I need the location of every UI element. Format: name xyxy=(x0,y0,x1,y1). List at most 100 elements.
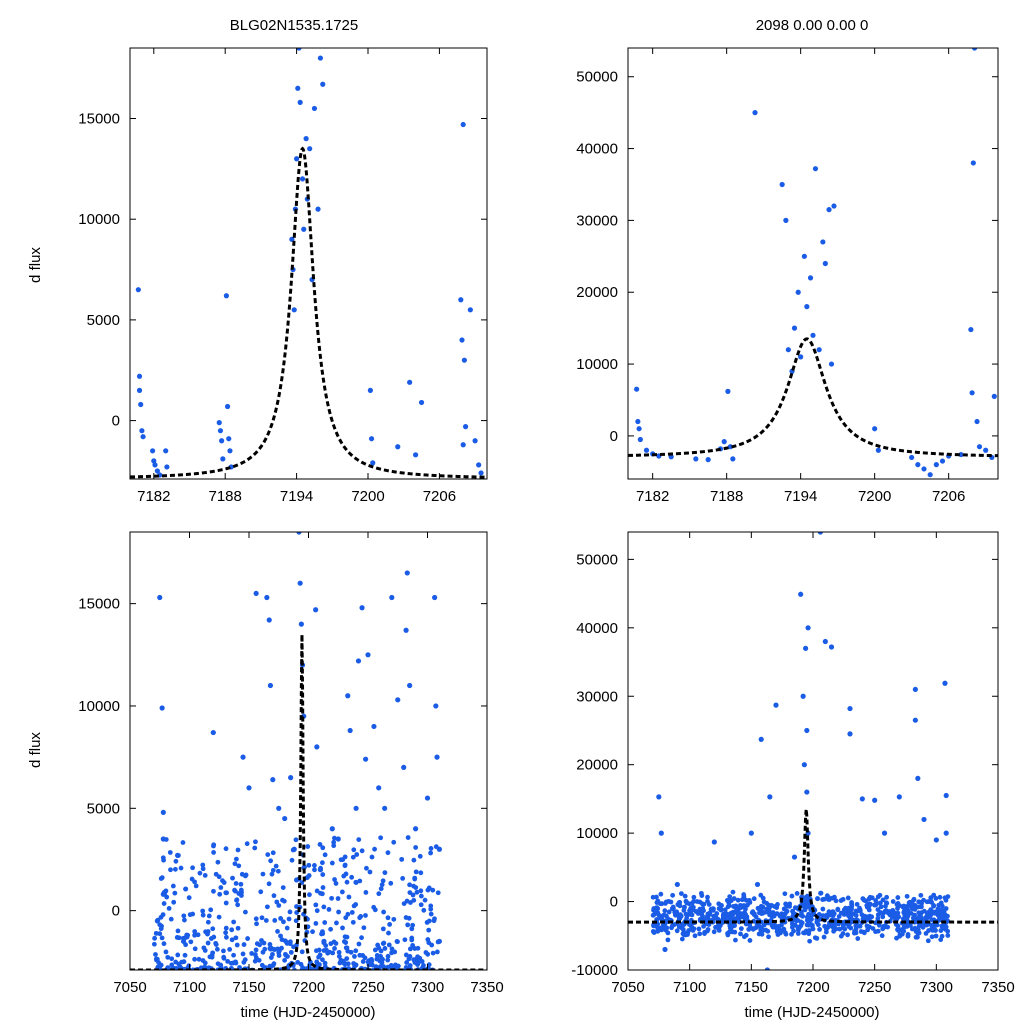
data-point xyxy=(783,217,789,223)
band-point xyxy=(690,907,696,913)
dense-point xyxy=(351,847,357,853)
dense-point xyxy=(205,940,211,946)
dense-point xyxy=(385,957,391,963)
dense-point xyxy=(241,942,247,947)
dense-point xyxy=(236,863,242,869)
band-point xyxy=(652,908,658,914)
dense-point xyxy=(405,922,411,928)
data-point xyxy=(317,867,323,873)
dense-point xyxy=(407,882,412,888)
dense-point xyxy=(167,850,173,855)
data-point xyxy=(160,836,166,842)
dense-point xyxy=(385,915,391,921)
dense-point xyxy=(317,952,323,958)
data-point xyxy=(291,846,297,852)
dense-point xyxy=(192,946,198,952)
dense-point xyxy=(238,887,244,893)
y-tick-label: 10000 xyxy=(576,825,618,842)
dense-point xyxy=(229,937,235,943)
dense-point xyxy=(282,957,288,963)
dense-point xyxy=(319,891,325,897)
y-tick-label: 30000 xyxy=(576,212,618,229)
dense-point xyxy=(413,885,419,890)
x-tick-label: 7050 xyxy=(113,979,146,996)
band-point xyxy=(789,893,795,899)
band-point xyxy=(918,899,924,905)
band-point xyxy=(774,905,780,910)
data-point xyxy=(943,830,949,836)
dense-point xyxy=(275,929,280,934)
data-point xyxy=(460,442,466,448)
band-point xyxy=(830,909,836,915)
band-point xyxy=(820,906,826,912)
data-point xyxy=(223,293,229,299)
band-point xyxy=(656,913,662,918)
band-point xyxy=(702,931,707,936)
y-tick-label: 20000 xyxy=(576,284,618,301)
y-tick-label: 40000 xyxy=(576,141,618,158)
dense-point xyxy=(363,913,368,918)
band-point xyxy=(735,897,741,903)
dense-point xyxy=(268,955,274,961)
band-point xyxy=(842,910,848,915)
dense-point xyxy=(224,890,229,896)
dense-point xyxy=(421,907,427,913)
dense-point xyxy=(192,929,198,934)
dense-point xyxy=(312,863,317,868)
band-point xyxy=(884,894,890,900)
dense-point xyxy=(378,835,384,841)
dense-point xyxy=(286,916,292,922)
band-point xyxy=(931,903,937,909)
dense-point xyxy=(332,877,337,882)
y-tick-label: 5000 xyxy=(87,312,120,329)
dense-point xyxy=(323,943,329,948)
band-point xyxy=(854,901,860,907)
dense-point xyxy=(346,966,352,970)
panel-bl: 7050 7100 7150 7200 7250 7300 7350 0 5000 10000 15… xyxy=(78,531,504,996)
dense-point xyxy=(350,919,356,925)
data-point xyxy=(754,881,761,888)
band-point xyxy=(942,895,948,901)
data-point xyxy=(831,203,837,209)
band-point xyxy=(751,896,757,902)
dense-point xyxy=(419,959,425,964)
dense-point xyxy=(345,911,351,917)
dense-point xyxy=(380,926,386,932)
dense-point xyxy=(231,952,236,958)
dense-point xyxy=(275,868,281,874)
dense-point xyxy=(329,860,335,866)
band-point xyxy=(929,934,935,940)
y-tick-label: 50000 xyxy=(576,551,618,568)
dense-point xyxy=(285,954,290,959)
data-point xyxy=(822,260,828,267)
band-point xyxy=(743,932,749,938)
dense-point xyxy=(205,931,210,937)
dense-point xyxy=(214,946,220,952)
band-point xyxy=(701,923,706,929)
dense-point xyxy=(228,960,234,966)
dense-point xyxy=(391,916,397,922)
dense-point xyxy=(205,919,211,925)
band-point xyxy=(718,906,724,912)
dense-point xyxy=(415,961,421,966)
dense-point xyxy=(186,963,192,969)
dense-point xyxy=(257,942,263,948)
data-point xyxy=(828,644,835,650)
dense-point xyxy=(353,902,359,907)
dense-point xyxy=(396,963,401,969)
plot-area-bl xyxy=(130,532,487,970)
data-point xyxy=(395,444,401,450)
data-point xyxy=(472,438,478,444)
dense-point xyxy=(344,956,350,961)
dense-point xyxy=(280,885,286,890)
dense-point xyxy=(282,938,288,944)
dense-point xyxy=(244,841,250,847)
data-point xyxy=(820,239,826,245)
band-point xyxy=(908,911,914,916)
band-point xyxy=(791,928,796,934)
dense-point xyxy=(374,953,380,958)
dense-point xyxy=(249,951,255,956)
band-point xyxy=(846,924,852,929)
data-point xyxy=(138,401,144,408)
dense-point xyxy=(328,926,334,932)
